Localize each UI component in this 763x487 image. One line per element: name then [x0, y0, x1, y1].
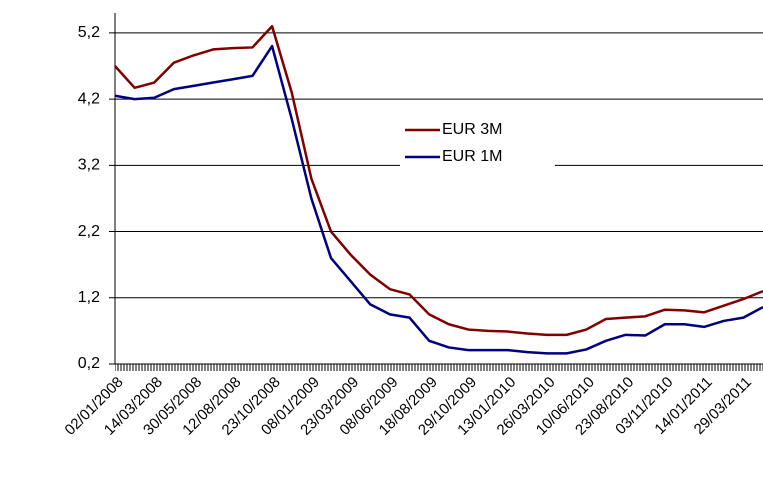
y-tick-label: 4,2	[78, 90, 100, 107]
legend-label: EUR 3M	[442, 121, 502, 138]
y-tick-label: 5,2	[78, 24, 100, 41]
legend-box	[400, 116, 555, 172]
y-tick-label: 3,2	[78, 157, 100, 174]
y-tick-label: 0,2	[78, 355, 100, 372]
y-tick-label: 1,2	[78, 289, 100, 306]
line	[114, 44, 763, 355]
y-tick-label: 2,2	[78, 223, 100, 240]
minor-ticks	[115, 364, 763, 371]
line	[114, 24, 763, 337]
legend-label: EUR 1M	[442, 148, 502, 165]
